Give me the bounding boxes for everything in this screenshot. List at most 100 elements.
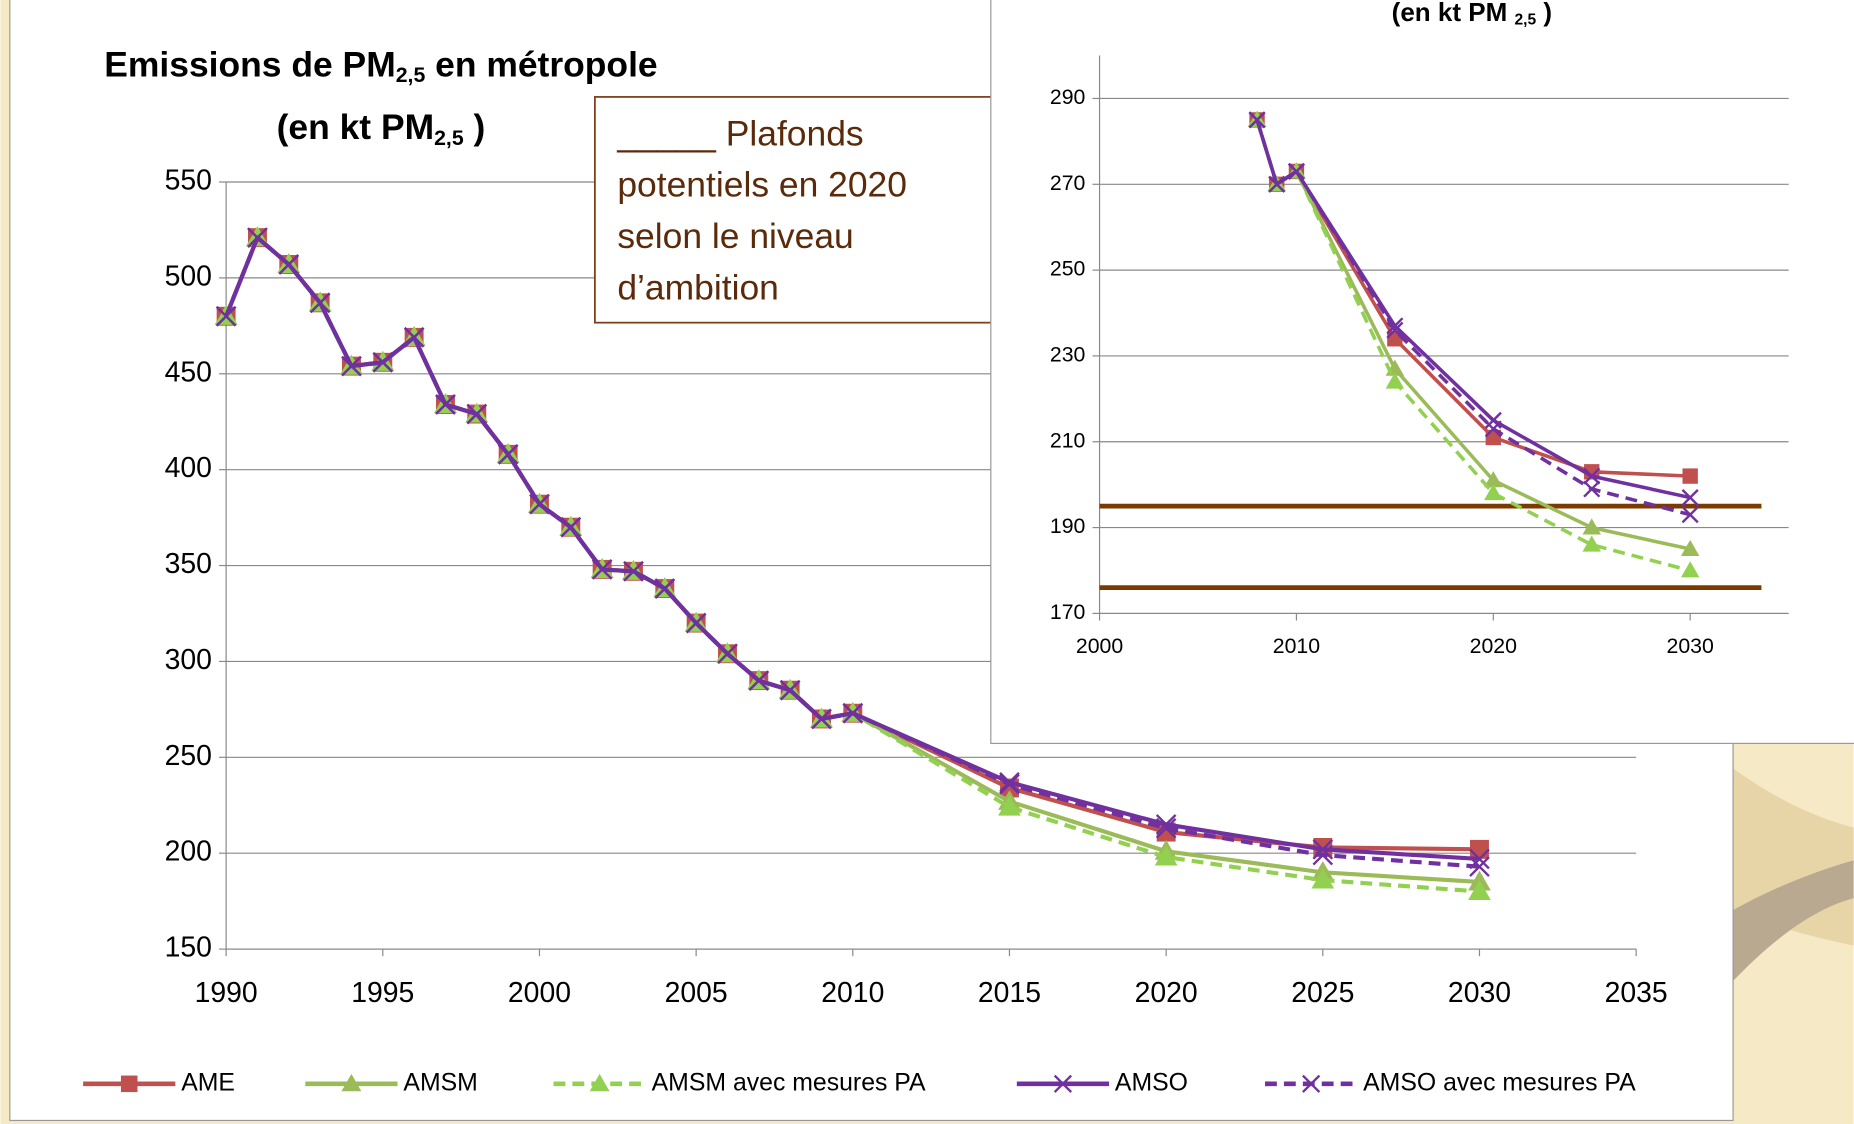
title: Emissions de PM2,5 en métropole: [104, 45, 657, 87]
marker: [1582, 518, 1601, 535]
x-tick-label: 2000: [508, 977, 571, 1009]
main-chart: 150 200 250 300 350 400 450 500 550 1990 1995 2000 2…: [83, 45, 1668, 1096]
legend-label: AME: [181, 1069, 235, 1096]
y-tick-label: 250: [165, 740, 212, 772]
marker: [1680, 539, 1700, 556]
marker: [341, 355, 362, 377]
marker: [1155, 817, 1177, 839]
marker: [654, 578, 676, 599]
title-part: en métropole: [425, 45, 657, 85]
x-tick-label: 2010: [821, 977, 884, 1009]
marker: [1248, 111, 1266, 129]
marker: [998, 795, 1021, 816]
y-tick-label: 230: [1050, 343, 1085, 367]
annotation-text: potentiels en 2020: [617, 165, 907, 205]
marker: [372, 351, 394, 373]
inset-chart: 170 190 210 230 250 270 290 2000 2010 2020 2030 (en…: [1050, 0, 1789, 658]
decoration: [1733, 860, 1854, 981]
y-tick-label: 210: [1050, 428, 1085, 452]
y-tick-label: 190: [1050, 514, 1085, 538]
title: (en kt PM 2,5 ): [1392, 0, 1552, 29]
y-tick-label: 270: [1050, 171, 1085, 195]
marker: [497, 444, 519, 465]
marker: [1582, 535, 1601, 552]
marker: [1386, 321, 1404, 339]
annotation-text: d’ambition: [617, 268, 779, 308]
marker: [1682, 468, 1698, 484]
marker: [779, 679, 801, 701]
marker: [1681, 489, 1699, 507]
subscript: 2,5: [1514, 12, 1536, 29]
title-part: ): [464, 107, 486, 147]
marker: [215, 305, 237, 327]
marker: [278, 254, 300, 275]
marker: [999, 773, 1020, 795]
x-tick-label: 2010: [1273, 634, 1320, 658]
x-tick-label: 2005: [665, 977, 728, 1009]
inset-panel: [990, 0, 1854, 745]
legend-label: AMSO: [1115, 1069, 1188, 1096]
y-tick-label: 150: [165, 932, 212, 964]
y-tick-label: 250: [1050, 257, 1085, 281]
x-tick-label: 2025: [1291, 977, 1354, 1009]
title-part: ): [1536, 0, 1552, 27]
marker: [1680, 561, 1700, 578]
legend-marker: [589, 1073, 610, 1092]
marker: [842, 702, 864, 724]
marker: [1470, 839, 1489, 859]
marker: [748, 670, 770, 691]
y-tick-label: 290: [1050, 85, 1085, 109]
x-tick-label: 1990: [195, 977, 258, 1009]
legend-marker: [1053, 1074, 1073, 1093]
marker: [435, 394, 456, 415]
legend-label: AMSO avec mesures PA: [1363, 1069, 1636, 1096]
marker: [1583, 467, 1601, 485]
x-tick-label: 2020: [1135, 977, 1198, 1009]
y-tick-label: 400: [165, 452, 212, 484]
marker: [1681, 506, 1699, 524]
marker: [1268, 175, 1286, 193]
marker: [1311, 868, 1335, 889]
annotation-text: selon le niveau: [617, 216, 853, 256]
title: (en kt PM2,5 ): [277, 107, 486, 149]
title-part: (en kt PM: [277, 107, 435, 147]
marker: [529, 493, 550, 515]
x-tick-label: 1995: [351, 977, 414, 1009]
legend-label: AMSM avec mesures PA: [652, 1069, 926, 1096]
subscript: 2,5: [434, 125, 464, 149]
x-tick-label: 2020: [1470, 634, 1517, 658]
x-tick-label: 2035: [1605, 977, 1668, 1009]
marker: [1287, 162, 1305, 180]
marker: [309, 292, 331, 314]
y-tick-label: 550: [165, 164, 212, 196]
x-tick-label: 2015: [978, 977, 1041, 1009]
annotation-text: _____ Plafonds: [616, 113, 863, 153]
legend-marker: [1302, 1074, 1321, 1093]
x-tick-label: 2000: [1076, 634, 1123, 658]
y-tick-label: 200: [165, 836, 212, 868]
marker: [1385, 372, 1405, 389]
marker: [685, 612, 707, 634]
title-part: (en kt PM: [1392, 0, 1515, 27]
marker: [1583, 480, 1601, 498]
legend-marker: [120, 1075, 138, 1093]
marker: [623, 561, 644, 582]
marker: [247, 227, 268, 248]
legend-marker: [341, 1073, 362, 1092]
marker: [717, 643, 738, 665]
marker: [403, 327, 425, 348]
marker: [811, 708, 832, 730]
marker: [1468, 880, 1491, 901]
marker: [1484, 484, 1503, 501]
y-tick-label: 350: [165, 548, 212, 580]
subscript: 2,5: [396, 63, 426, 87]
marker: [1312, 844, 1334, 866]
marker: [1154, 845, 1178, 866]
marker: [466, 403, 488, 425]
title-part: Emissions de PM: [104, 45, 395, 85]
legend-label: AMSM: [403, 1069, 477, 1096]
marker: [560, 516, 582, 538]
x-tick-label: 2030: [1667, 634, 1714, 658]
